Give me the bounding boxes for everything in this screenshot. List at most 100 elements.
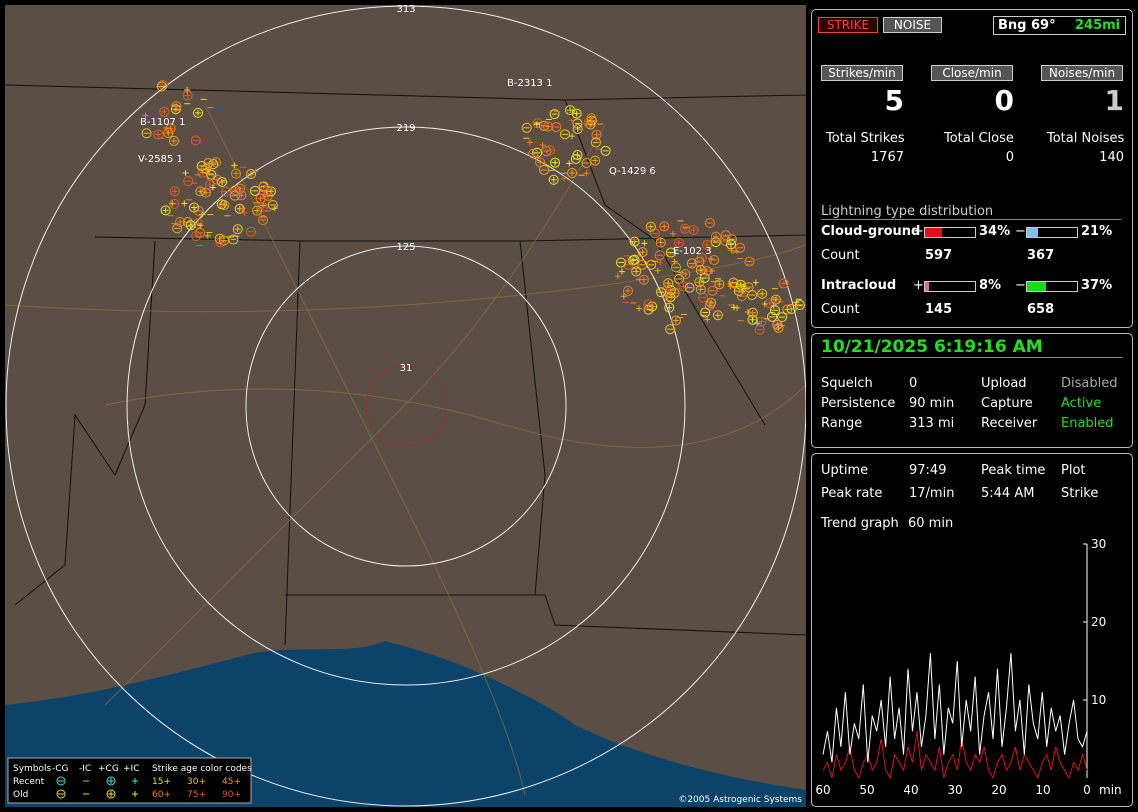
strike-symbol [201,163,212,174]
strike-symbol [567,168,578,179]
rate-value: 0 [994,84,1014,117]
strike-symbol [246,169,257,180]
map: 313 219 125 31 B-2313 1 Q-1429 6 E-102 3… [5,5,806,807]
strike-symbol [539,164,550,175]
strike-symbol [735,279,746,290]
x-tick-label: 40 [903,783,918,797]
strike-symbol [572,118,583,129]
strike-symbol [794,299,805,310]
strike-symbol [169,186,180,197]
rate-value: 1 [1104,84,1124,117]
x-unit: min [1099,783,1122,797]
x-tick-label: 50 [859,783,874,797]
sign: − [1015,278,1026,293]
strike-symbol [267,200,278,211]
strike-symbol [622,285,633,296]
strike-symbol [211,174,222,185]
count: 597 [925,248,953,263]
status-cell: Peak rate [821,486,883,501]
strike-symbol [706,297,717,308]
x-tick-label: 0 [1083,783,1091,797]
legend: Symbols -CG -IC +CG +IC Strike age color… [7,757,252,804]
strike-symbol [545,145,556,156]
ring-label: 31 [400,363,413,374]
strike-symbol [191,230,202,241]
strike-symbol [192,218,203,229]
strike-label: B-1107 1 [140,117,185,128]
count-label: Count [821,248,860,263]
bearing: Bng 69° [998,18,1056,33]
distance: 245mi [1075,18,1121,33]
strike-symbol [699,272,710,283]
total-label: Total Close [944,131,1014,146]
strike-symbol [541,146,552,157]
strike-symbol [709,255,720,266]
strike-label: V-2585 1 [138,154,183,165]
legend-text: 30+ [187,777,206,787]
strike-symbol [728,277,739,288]
trend-window: 60 min [908,516,954,531]
pct-bar [924,281,976,292]
strike-symbol [565,105,576,116]
strike-symbol [744,256,755,267]
strike-symbol [182,217,193,228]
bearing-box [993,16,1126,35]
noise-button[interactable]: NOISE [883,17,942,33]
strike-symbol [665,247,676,258]
strike-symbol [707,285,718,296]
strike-symbol [646,259,657,270]
strike-button[interactable]: STRIKE [818,17,878,33]
strike-symbol [549,109,560,120]
pct-fill [925,228,942,237]
status-cell: 17/min [909,486,955,501]
range-rings [5,5,806,807]
status-cell: 313 mi [909,416,955,431]
strike-symbol [185,220,196,231]
legend-text: -IC [79,764,91,774]
strike-symbol [769,305,780,316]
strike-symbol [747,314,758,325]
strike-symbol [695,265,706,276]
count: 658 [1027,302,1055,317]
legend-text: 15+ [152,777,171,787]
strike-symbol [572,150,583,161]
strike-symbol [678,281,689,292]
strike-symbol [548,174,559,185]
strike-symbol [764,297,775,308]
strike-symbol [168,135,179,146]
ring-label: 125 [396,242,415,253]
status-cell: 0 [909,376,918,391]
status-cell: Uptime [821,463,869,478]
y-tick-label: 30 [1091,537,1106,551]
strike-symbol [733,285,744,296]
strike-symbol [250,185,261,196]
strike-symbol [665,324,676,335]
legend-icons [56,789,138,799]
strike-symbol [532,118,543,129]
strike-symbol [236,190,247,201]
distribution-title: Lightning type distribution [821,204,1121,220]
strike-symbol [159,106,170,117]
time-panel: 10/21/2025 6:19:16 AM Squelch 0 Upload Disa… [811,333,1133,448]
pct-fill [925,282,929,291]
x-tick-label: 30 [947,783,962,797]
strike-symbol [659,221,670,232]
legend-box [7,757,252,804]
strike-symbol [203,158,214,169]
strike-symbol [786,303,797,314]
strike-symbol [572,124,583,135]
strike-symbol [615,257,626,268]
strike-symbol [583,117,594,128]
strike-symbol [246,226,257,237]
strike-symbol [670,315,681,326]
strike-symbol [696,252,707,263]
trend-panel: Uptime 97:49 Peak time Plot Peak rate 17/min 5… [811,453,1133,807]
legend-text: -CG [52,764,69,774]
copyright: ©2005 Astrogenic Systems [678,795,802,805]
strike-symbol [720,235,731,246]
type-name: Cloud-ground [821,224,921,239]
legend-icons [56,776,138,786]
type-name: Intracloud [821,278,897,293]
status-cell: Persistence [821,396,896,411]
strike-symbol [600,145,611,156]
